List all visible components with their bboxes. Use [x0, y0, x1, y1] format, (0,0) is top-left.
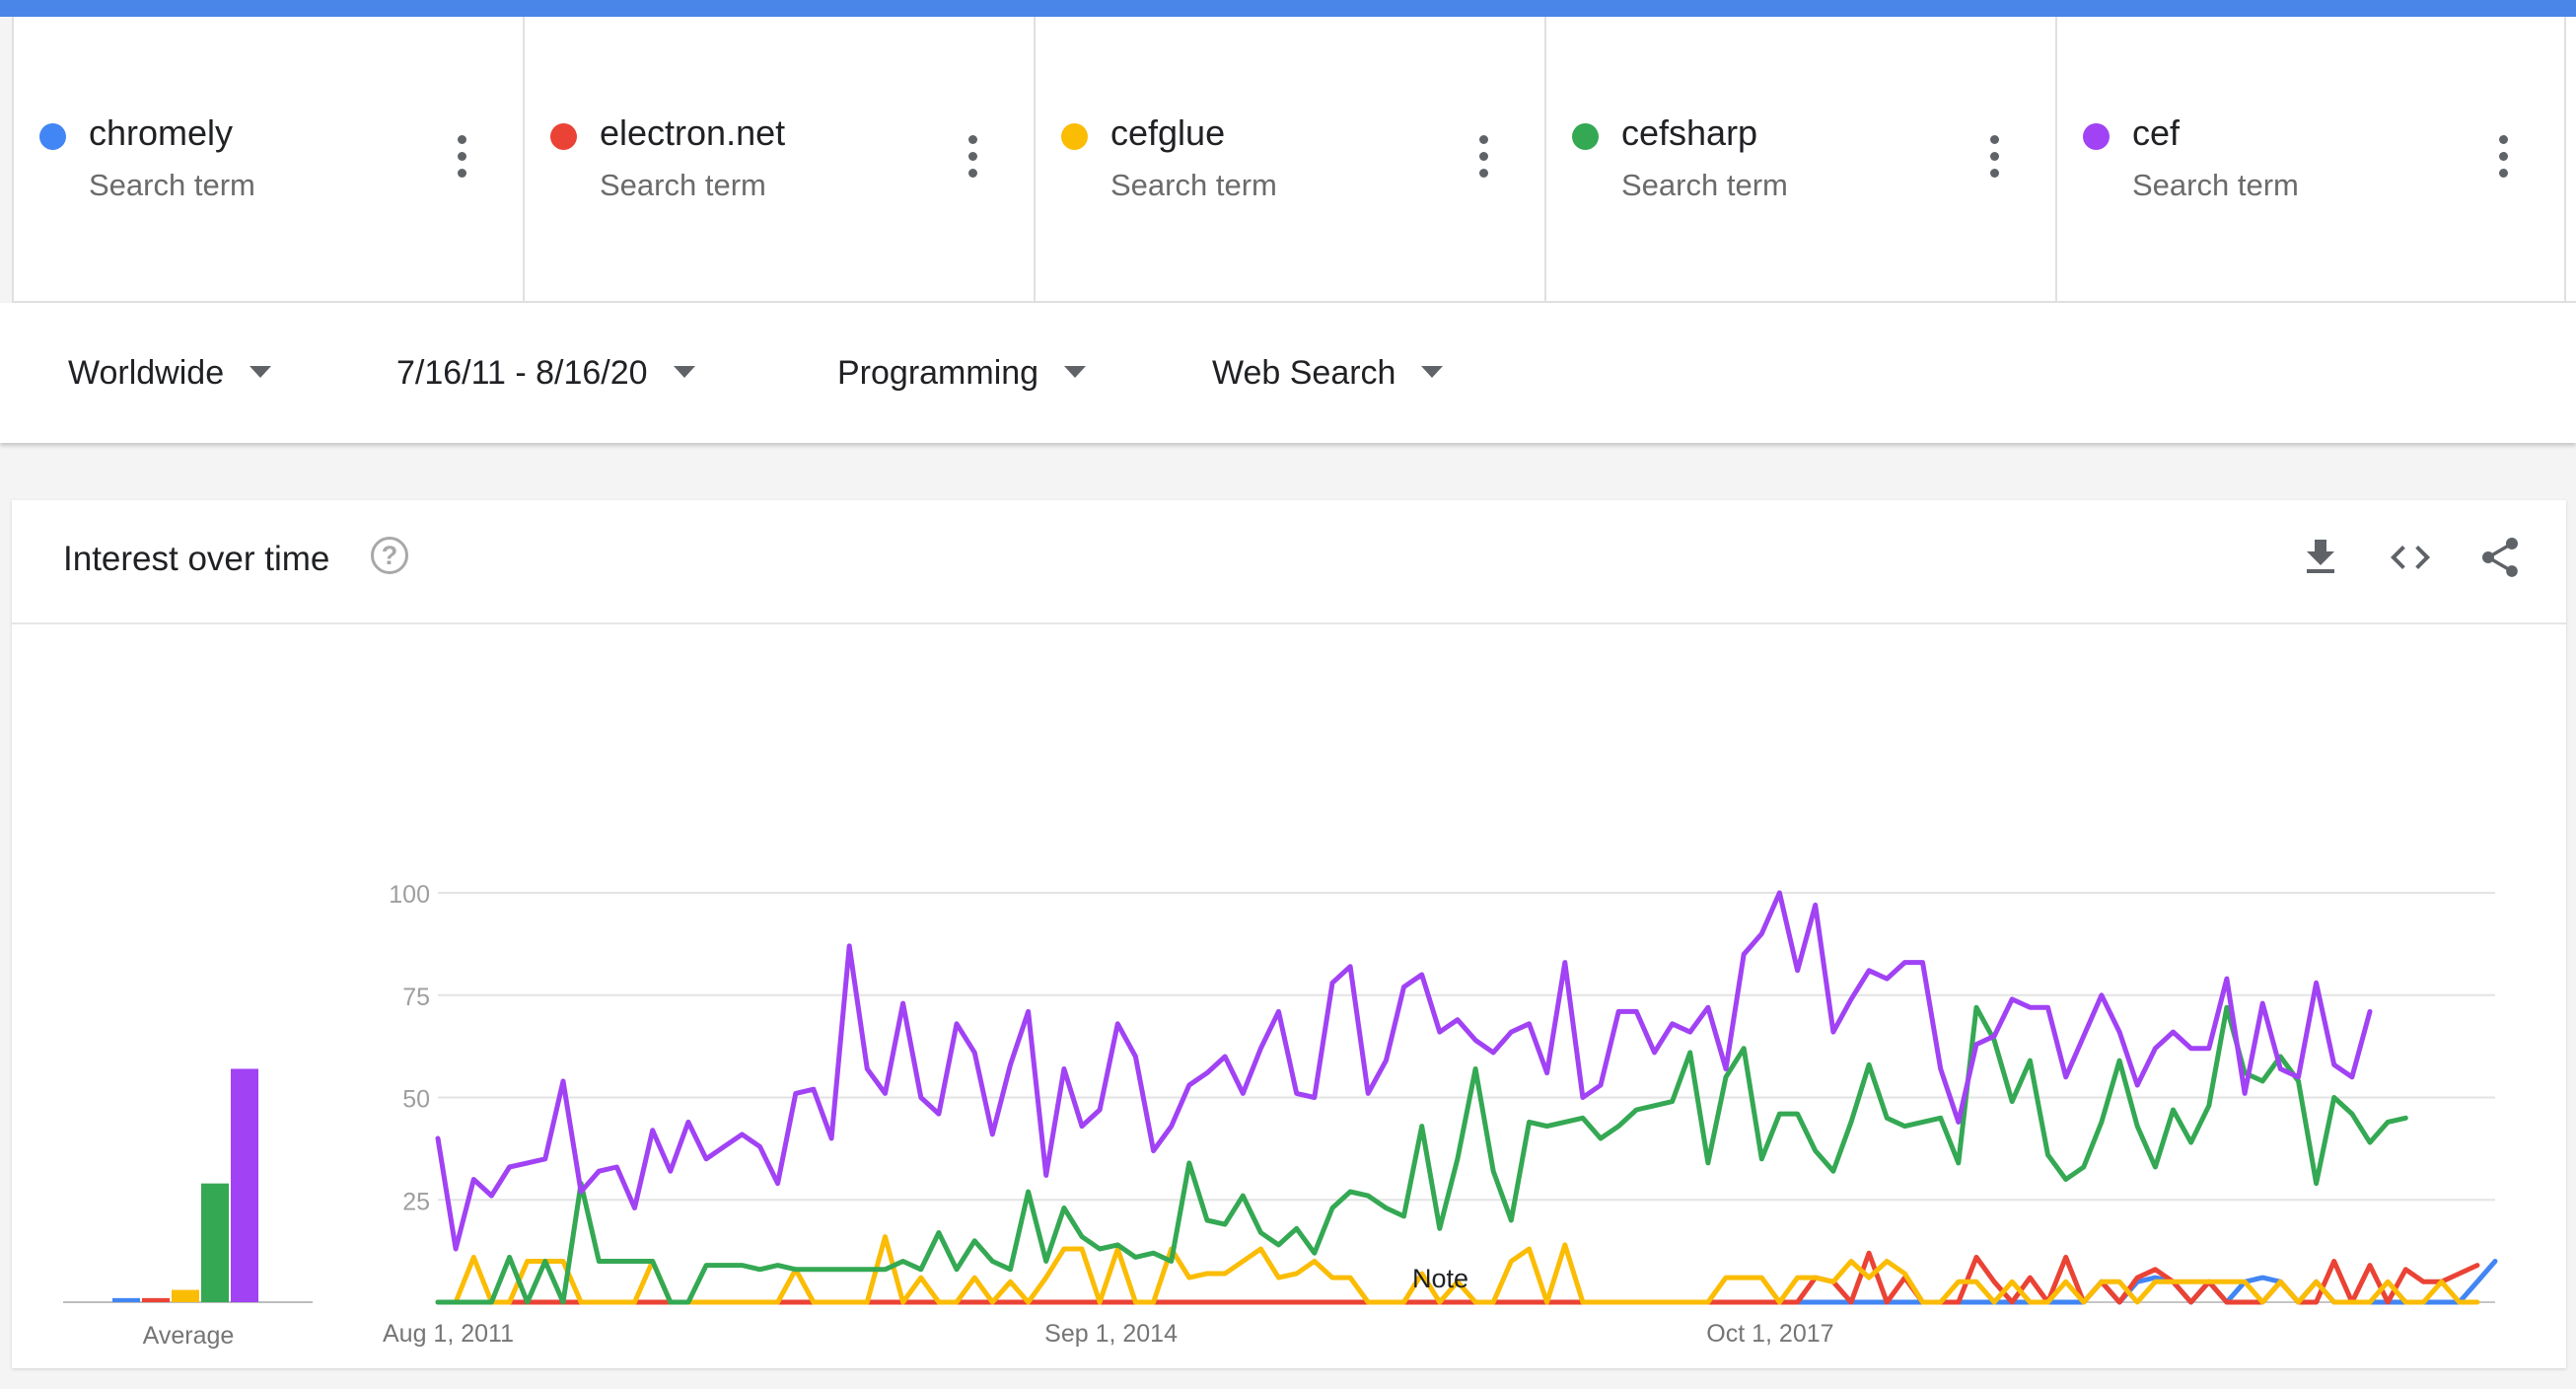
more-vert-icon[interactable] [1982, 135, 2006, 192]
series-line-cef [435, 890, 2373, 1252]
region-label: Worldwide [68, 354, 225, 392]
term-name: cefsharp [1621, 112, 1758, 153]
y-tick-label: 100 [389, 881, 430, 909]
average-label: Average [143, 1322, 235, 1350]
series-color-dot [1572, 123, 1599, 150]
more-vert-icon[interactable] [961, 135, 984, 192]
y-tick-label: 50 [402, 1086, 430, 1114]
more-vert-icon[interactable] [1471, 135, 1495, 192]
average-bar-cefsharp [201, 1183, 229, 1302]
term-card-electron-net[interactable]: electron.net Search term [523, 17, 1034, 301]
interest-over-time-card: Interest over time ? 100 75 50 25 Aug 1, 201… [12, 500, 2566, 1368]
dropdown-arrow-icon [1421, 366, 1444, 379]
more-vert-icon[interactable] [2491, 135, 2515, 192]
y-tick-label: 75 [402, 984, 430, 1011]
term-card-chromely[interactable]: chromely Search term [12, 17, 523, 301]
term-subtitle: Search term [1621, 168, 1788, 202]
dropdown-arrow-icon [1064, 366, 1087, 379]
series-color-dot [39, 123, 66, 150]
date-range-dropdown[interactable]: 7/16/11 - 8/16/20 [396, 354, 695, 393]
term-subtitle: Search term [89, 168, 255, 202]
category-dropdown[interactable]: Programming [837, 354, 1087, 393]
x-tick-label: Aug 1, 2011 [383, 1320, 514, 1348]
series-color-dot [2083, 123, 2110, 150]
search-type-dropdown[interactable]: Web Search [1212, 354, 1444, 393]
top-accent-bar [0, 0, 2576, 17]
term-subtitle: Search term [600, 168, 766, 202]
term-card-cefglue[interactable]: cefglue Search term [1034, 17, 1544, 301]
filter-bar: Worldwide 7/16/11 - 8/16/20 Programming … [0, 303, 2576, 443]
chart-note-label: Note [1412, 1264, 1468, 1293]
search-terms-row: chromely Search term electron.net Search… [12, 17, 2576, 303]
more-vert-icon[interactable] [450, 135, 473, 192]
date-range-label: 7/16/11 - 8/16/20 [396, 354, 648, 392]
interest-over-time-chart: 100 75 50 25 Aug 1, 2011 Sep 1, 2014 Oct 1, 20… [63, 881, 2498, 1350]
term-card-cef[interactable]: cef Search term [2055, 17, 2566, 301]
term-name: cef [2132, 112, 2181, 153]
term-name: chromely [89, 112, 234, 153]
series-line-cefglue [435, 1234, 2480, 1305]
average-bar-cef [231, 1068, 258, 1302]
x-tick-label: Oct 1, 2017 [1706, 1320, 1833, 1348]
dropdown-arrow-icon [250, 366, 272, 379]
term-name: electron.net [600, 112, 786, 153]
embed-code-icon[interactable] [2387, 534, 2434, 581]
search-type-label: Web Search [1212, 354, 1396, 392]
help-circle-icon[interactable]: ? [371, 537, 408, 574]
average-bar-electron-net [142, 1297, 170, 1302]
category-label: Programming [837, 354, 1039, 392]
download-icon[interactable] [2297, 534, 2344, 581]
series-line-cefsharp [435, 1004, 2408, 1305]
average-bar-chromely [112, 1297, 140, 1302]
dropdown-arrow-icon [673, 366, 695, 379]
share-icon[interactable] [2476, 534, 2524, 581]
term-subtitle: Search term [2132, 168, 2299, 202]
term-subtitle: Search term [1110, 168, 1277, 202]
term-card-cefsharp[interactable]: cefsharp Search term [1544, 17, 2055, 301]
card-header: Interest over time ? [12, 500, 2566, 624]
term-name: cefglue [1110, 112, 1226, 153]
average-bar-cefglue [172, 1289, 199, 1302]
series-color-dot [1061, 123, 1088, 150]
card-title: Interest over time [63, 540, 330, 578]
region-dropdown[interactable]: Worldwide [68, 354, 272, 393]
x-tick-label: Sep 1, 2014 [1044, 1320, 1178, 1348]
series-color-dot [550, 123, 577, 150]
y-tick-label: 25 [402, 1188, 430, 1215]
